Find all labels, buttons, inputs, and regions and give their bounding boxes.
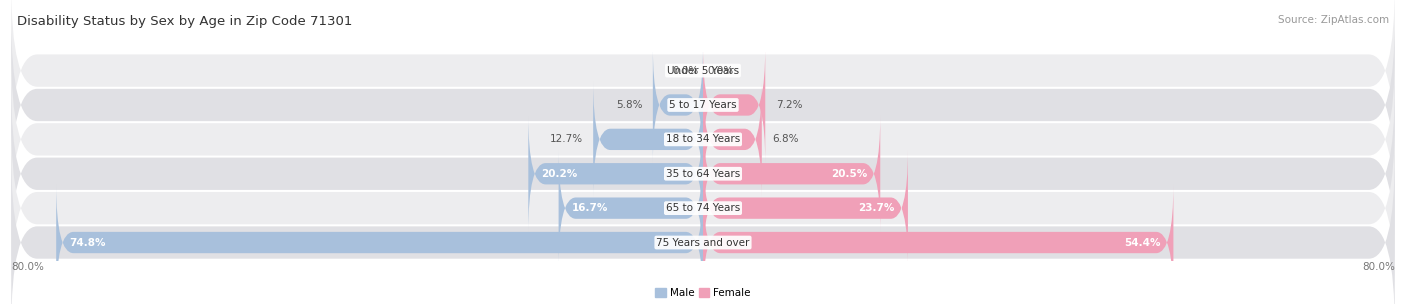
Text: 0.0%: 0.0% xyxy=(707,66,734,76)
Text: 20.2%: 20.2% xyxy=(541,169,578,179)
Text: Under 5 Years: Under 5 Years xyxy=(666,66,740,76)
Text: 0.0%: 0.0% xyxy=(672,66,699,76)
Text: 54.4%: 54.4% xyxy=(1123,237,1160,247)
Text: 18 to 34 Years: 18 to 34 Years xyxy=(666,134,740,144)
Text: 6.8%: 6.8% xyxy=(772,134,799,144)
FancyBboxPatch shape xyxy=(11,18,1395,192)
FancyBboxPatch shape xyxy=(11,156,1395,304)
Text: Disability Status by Sex by Age in Zip Code 71301: Disability Status by Sex by Age in Zip C… xyxy=(17,15,353,28)
FancyBboxPatch shape xyxy=(703,47,765,163)
Text: 12.7%: 12.7% xyxy=(550,134,583,144)
FancyBboxPatch shape xyxy=(558,150,703,266)
FancyBboxPatch shape xyxy=(11,0,1395,157)
Text: 80.0%: 80.0% xyxy=(1362,262,1395,272)
Text: 5.8%: 5.8% xyxy=(616,100,643,110)
FancyBboxPatch shape xyxy=(11,52,1395,226)
FancyBboxPatch shape xyxy=(529,116,703,232)
FancyBboxPatch shape xyxy=(652,47,703,163)
FancyBboxPatch shape xyxy=(11,121,1395,295)
Legend: Male, Female: Male, Female xyxy=(651,284,755,302)
FancyBboxPatch shape xyxy=(11,87,1395,261)
FancyBboxPatch shape xyxy=(703,81,762,198)
FancyBboxPatch shape xyxy=(56,185,703,301)
Text: 16.7%: 16.7% xyxy=(572,203,607,213)
FancyBboxPatch shape xyxy=(703,150,908,266)
Text: 75 Years and over: 75 Years and over xyxy=(657,237,749,247)
Text: 74.8%: 74.8% xyxy=(69,237,105,247)
Text: 20.5%: 20.5% xyxy=(831,169,868,179)
FancyBboxPatch shape xyxy=(703,116,880,232)
Text: 80.0%: 80.0% xyxy=(11,262,44,272)
Text: 65 to 74 Years: 65 to 74 Years xyxy=(666,203,740,213)
FancyBboxPatch shape xyxy=(593,81,703,198)
Text: 7.2%: 7.2% xyxy=(776,100,803,110)
Text: 5 to 17 Years: 5 to 17 Years xyxy=(669,100,737,110)
Text: 35 to 64 Years: 35 to 64 Years xyxy=(666,169,740,179)
Text: Source: ZipAtlas.com: Source: ZipAtlas.com xyxy=(1278,15,1389,25)
FancyBboxPatch shape xyxy=(703,185,1174,301)
Text: 23.7%: 23.7% xyxy=(859,203,896,213)
